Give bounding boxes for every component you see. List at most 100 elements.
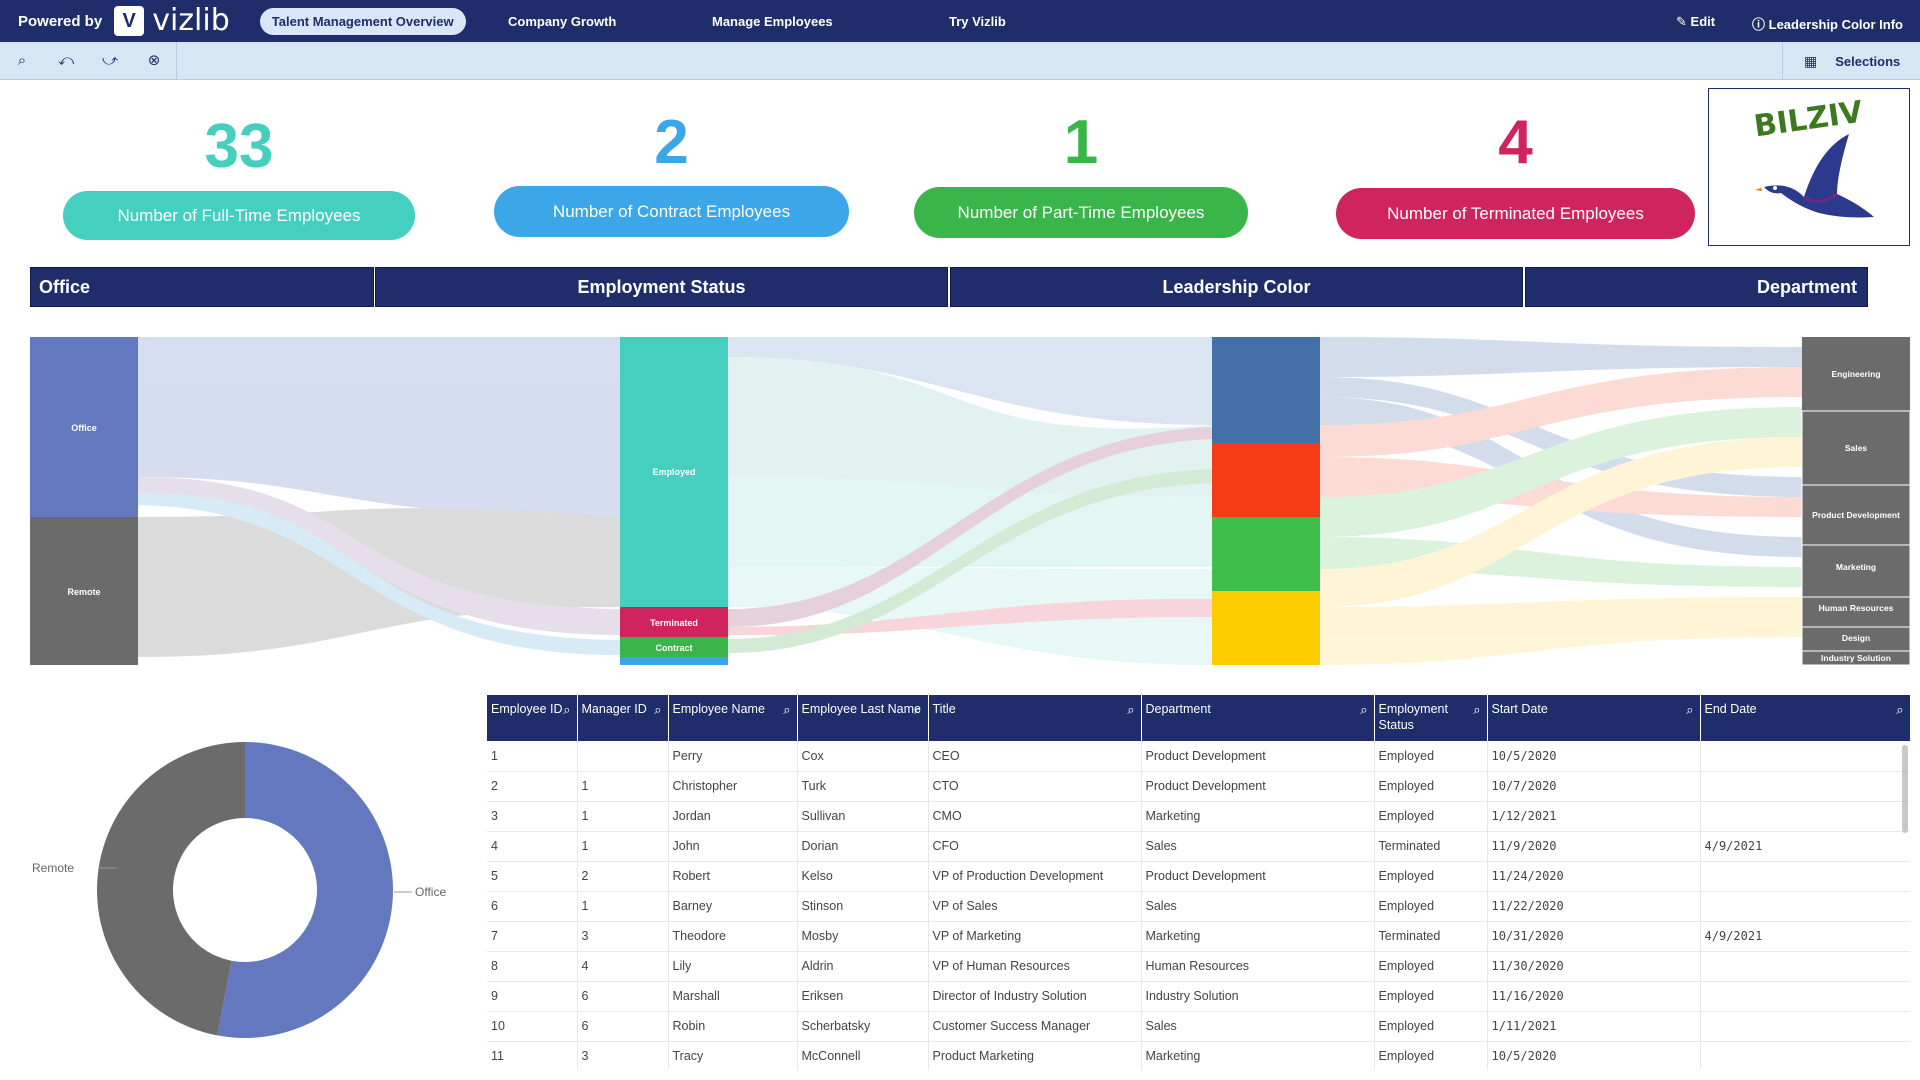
search-icon[interactable]: ⌕ xyxy=(783,702,791,717)
flow-green-marketing xyxy=(1320,537,1802,587)
employee-table[interactable]: Employee ID ⌕ Manager ID ⌕ Employee Name ⌕ Emp… xyxy=(487,695,1910,1070)
pencil-icon: ✎ xyxy=(1676,14,1687,29)
table-row[interactable]: 7 3 Theodore Mosby VP of Marketing Marketing T… xyxy=(487,921,1910,952)
node-dept-engineering[interactable] xyxy=(1802,337,1910,411)
search-icon[interactable]: ⌕ xyxy=(1473,702,1481,717)
table-cell xyxy=(1700,981,1910,1012)
table-cell: 4 xyxy=(577,951,669,982)
table-cell: 11/30/2020 xyxy=(1487,951,1701,982)
node-employed[interactable] xyxy=(620,337,728,607)
node-office-label: Office xyxy=(71,423,97,433)
dept-label: Product Development xyxy=(1812,510,1900,520)
search-icon[interactable]: ⌕ xyxy=(1686,702,1694,717)
table-cell xyxy=(1700,861,1910,892)
node-dept-industry-solution[interactable] xyxy=(1801,650,1910,665)
node-remote-label: Remote xyxy=(67,587,100,597)
table-cell: Marshall xyxy=(668,981,798,1012)
column-header[interactable]: Title ⌕ xyxy=(928,695,1142,741)
node-leadership-blue[interactable] xyxy=(1212,337,1320,443)
table-row[interactable]: 11 3 Tracy McConnell Product Marketing Market… xyxy=(487,1041,1910,1070)
flow-employed-green xyxy=(728,477,1212,567)
table-row[interactable]: 2 1 Christopher Turk CTO Product Development E… xyxy=(487,771,1910,802)
selections-forward-icon[interactable]: ⤻ xyxy=(101,52,119,69)
office-remote-donut-chart[interactable]: Remote Office xyxy=(20,720,480,1060)
table-cell: Product Marketing xyxy=(928,1041,1142,1070)
smart-search-icon[interactable]: ⌕ xyxy=(17,52,27,69)
column-header[interactable]: Start Date ⌕ xyxy=(1487,695,1701,741)
node-leadership-red[interactable] xyxy=(1212,443,1320,517)
table-cell: 8 xyxy=(487,951,578,982)
selections-back-icon[interactable]: ⤺ xyxy=(57,52,75,69)
tab-talent-management-overview[interactable]: Talent Management Overview xyxy=(259,7,466,35)
table-cell xyxy=(1700,741,1910,772)
table-cell: 1 xyxy=(577,771,669,802)
top-navigation-bar: Powered by V vizlib Talent Management Ov… xyxy=(0,0,1920,42)
column-header[interactable]: Manager ID ⌕ xyxy=(577,695,669,741)
node-leadership-yellow[interactable] xyxy=(1212,591,1320,665)
table-cell: 11/16/2020 xyxy=(1487,981,1701,1012)
donut-slice-remote[interactable] xyxy=(96,742,245,1036)
table-cell: 2 xyxy=(577,861,669,892)
table-cell: 1/11/2021 xyxy=(1487,1011,1701,1042)
column-header[interactable]: Employment Status ⌕ xyxy=(1374,695,1488,741)
tab-try-vizlib[interactable]: Try Vizlib xyxy=(949,14,1006,29)
node-leadership-green[interactable] xyxy=(1212,517,1320,591)
table-row[interactable]: 9 6 Marshall Eriksen Director of Industry So… xyxy=(487,981,1910,1012)
clear-selections-icon[interactable]: ⊗ xyxy=(147,52,161,69)
node-contract[interactable] xyxy=(620,637,728,657)
kpi-contract-label: Number of Contract Employees xyxy=(494,186,849,237)
search-icon[interactable]: ⌕ xyxy=(654,702,662,717)
search-icon[interactable]: ⌕ xyxy=(914,702,922,717)
table-row[interactable]: 1 Perry Cox CEO Product Development Employed 1… xyxy=(487,741,1910,772)
table-row[interactable]: 4 1 John Dorian CFO Sales Terminated 11/9/2020 4… xyxy=(487,831,1910,862)
edit-button[interactable]: ✎ Edit xyxy=(1676,14,1715,30)
table-cell: Robin xyxy=(668,1011,798,1042)
table-row[interactable]: 3 1 Jordan Sullivan CMO Marketing Employed 1/12… xyxy=(487,801,1910,832)
table-cell: Sales xyxy=(1141,831,1375,862)
column-header[interactable]: Employee Name ⌕ xyxy=(668,695,798,741)
column-header[interactable]: Department ⌕ xyxy=(1141,695,1375,741)
table-row[interactable]: 5 2 Robert Kelso VP of Production Developmen… xyxy=(487,861,1910,892)
table-row[interactable]: 8 4 Lily Aldrin VP of Human Resources Human R… xyxy=(487,951,1910,982)
donut-slice-office[interactable] xyxy=(217,742,393,1038)
table-cell xyxy=(577,741,669,772)
column-header[interactable]: Employee Last Name ⌕ xyxy=(797,695,929,741)
table-body: 1 Perry Cox CEO Product Development Employed 1… xyxy=(487,741,1910,1070)
header-leadership-color: Leadership Color xyxy=(950,267,1523,307)
flow-blue-marketing xyxy=(1320,397,1802,557)
node-dept-product-development[interactable] xyxy=(1801,484,1910,546)
column-header[interactable]: End Date ⌕ xyxy=(1700,695,1910,741)
table-cell: 4 xyxy=(487,831,578,862)
dept-label: Marketing xyxy=(1836,562,1876,572)
tab-company-growth[interactable]: Company Growth xyxy=(508,14,617,29)
table-row[interactable]: 10 6 Robin Scherbatsky Customer Success Mana… xyxy=(487,1011,1910,1042)
table-cell: Employed xyxy=(1374,891,1488,922)
column-header[interactable]: Employee ID ⌕ xyxy=(487,695,578,741)
table-scrollbar[interactable] xyxy=(1902,745,1908,833)
leadership-color-info-button[interactable]: ⓘ Leadership Color Info xyxy=(1752,14,1903,33)
search-icon[interactable]: ⌕ xyxy=(1360,702,1368,717)
flow-employed-blue xyxy=(728,337,1212,425)
node-dept-human-resources[interactable] xyxy=(1801,596,1910,628)
table-cell xyxy=(1700,951,1910,982)
kpi-value: 2 xyxy=(654,108,689,177)
node-remote[interactable] xyxy=(30,517,138,665)
search-icon[interactable]: ⌕ xyxy=(1127,702,1135,717)
table-row[interactable]: 6 1 Barney Stinson VP of Sales Sales Employed 1… xyxy=(487,891,1910,922)
table-cell: 3 xyxy=(577,1041,669,1070)
table-cell xyxy=(1700,891,1910,922)
vizlib-logo[interactable]: V vizlib xyxy=(114,6,230,36)
tab-manage-employees[interactable]: Manage Employees xyxy=(712,14,833,29)
selections-button[interactable]: ▦ Selections xyxy=(1804,53,1900,70)
table-cell: Employed xyxy=(1374,801,1488,832)
header-office: Office xyxy=(30,267,374,307)
search-icon[interactable]: ⌕ xyxy=(1896,702,1904,717)
dept-label: Human Resources xyxy=(1819,603,1894,613)
node-office[interactable] xyxy=(30,337,138,517)
search-icon[interactable]: ⌕ xyxy=(563,702,571,717)
node-dept-design[interactable] xyxy=(1801,626,1910,652)
flow-office-contract xyxy=(138,493,620,655)
node-terminated[interactable] xyxy=(620,607,728,637)
node-part-time[interactable] xyxy=(620,657,728,665)
sankey-chart[interactable]: Office Remote Employed Terminated Contra… xyxy=(30,337,1910,665)
